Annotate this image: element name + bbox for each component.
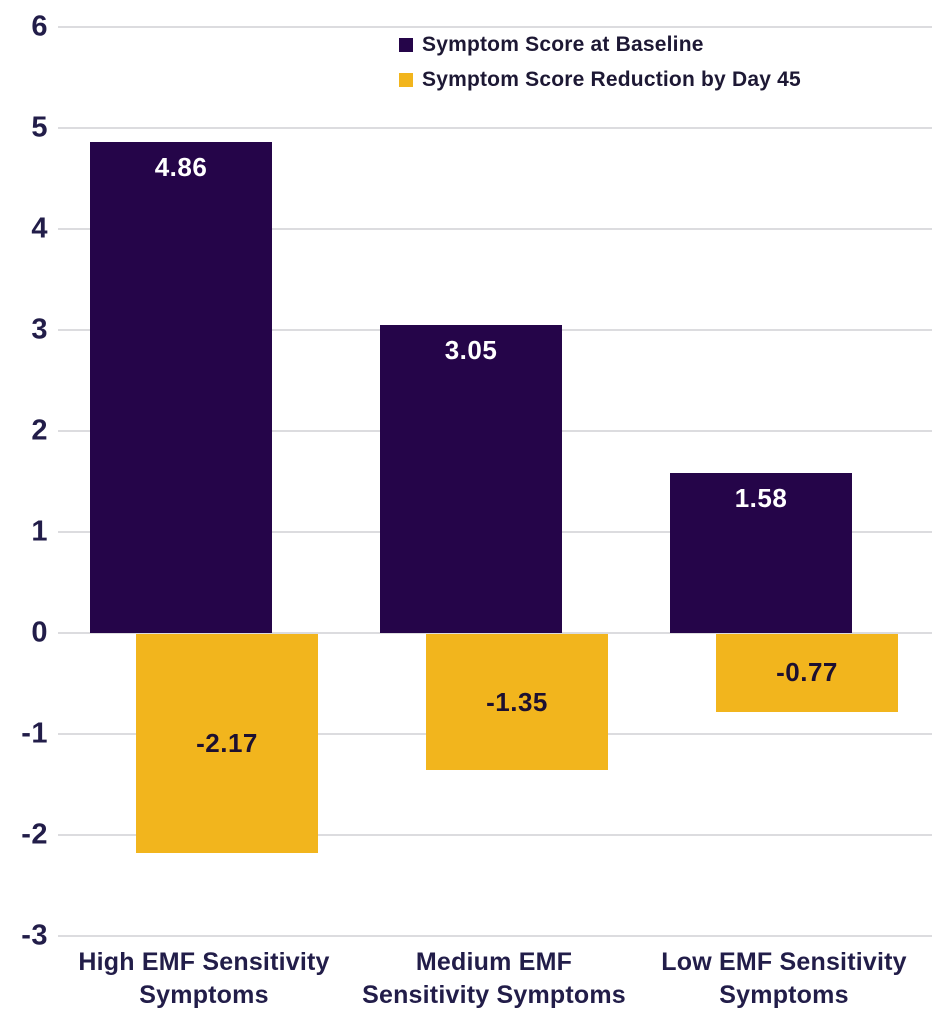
category-label-line: Medium EMF (415, 948, 573, 976)
y-tick-label: 4 (31, 212, 48, 245)
category-label-1: Medium EMF Sensitivity Symptoms (334, 946, 654, 1012)
y-tick-label: -3 (21, 919, 48, 952)
bar-value-label: 3.05 (444, 334, 498, 365)
category-label-line: High EMF Sensitivity (78, 948, 330, 976)
gridline-y-5 (58, 127, 932, 129)
gridline-y-0 (58, 632, 932, 634)
y-tick-label: 0 (31, 616, 48, 649)
bar-series0-group1: 3.05 (380, 324, 562, 633)
bar-value-label: -2.17 (196, 728, 258, 759)
bar-value-label: -1.35 (486, 686, 548, 717)
gridline-y-6 (58, 26, 932, 28)
gridline-y--3 (58, 935, 932, 937)
y-tick-label: 5 (31, 111, 48, 144)
bar-series1-group1: -1.35 (426, 634, 608, 771)
category-label-line: Low EMF Sensitivity (661, 948, 907, 976)
bar-series0-group0: 4.86 (90, 142, 272, 633)
bar-series1-group2: -0.77 (716, 634, 898, 712)
bar-value-label: 4.86 (154, 152, 208, 183)
y-tick-label: 6 (31, 10, 48, 43)
gridline-y--2 (58, 834, 932, 836)
category-label-0: High EMF Sensitivity Symptoms (44, 946, 364, 1012)
bar-value-label: -0.77 (776, 657, 838, 688)
bar-series1-group0: -2.17 (136, 634, 318, 854)
legend-item-0: Symptom Score at Baseline (399, 33, 801, 57)
gridline-y-4 (58, 228, 932, 230)
y-tick-label: -1 (21, 717, 48, 750)
legend-item-1: Symptom Score Reduction by Day 45 (399, 68, 801, 92)
bar-value-label: 1.58 (734, 483, 788, 514)
legend-swatch-icon (399, 73, 413, 87)
category-label-2: Low EMF Sensitivity Symptoms (624, 946, 944, 1012)
bar-series0-group2: 1.58 (670, 473, 852, 633)
category-label-line: Sensitivity Symptoms (362, 981, 626, 1009)
chart-legend: Symptom Score at Baseline Symptom Score R… (399, 33, 801, 92)
y-tick-label: 1 (31, 515, 48, 548)
legend-label: Symptom Score at Baseline (422, 33, 704, 56)
legend-label: Symptom Score Reduction by Day 45 (422, 68, 801, 91)
y-tick-label: 3 (31, 313, 48, 346)
y-tick-label: 2 (31, 414, 48, 447)
y-tick-label: -2 (21, 818, 48, 851)
category-label-line: Symptoms (139, 981, 269, 1009)
category-label-line: Symptoms (719, 981, 849, 1009)
legend-swatch-icon (399, 38, 413, 52)
